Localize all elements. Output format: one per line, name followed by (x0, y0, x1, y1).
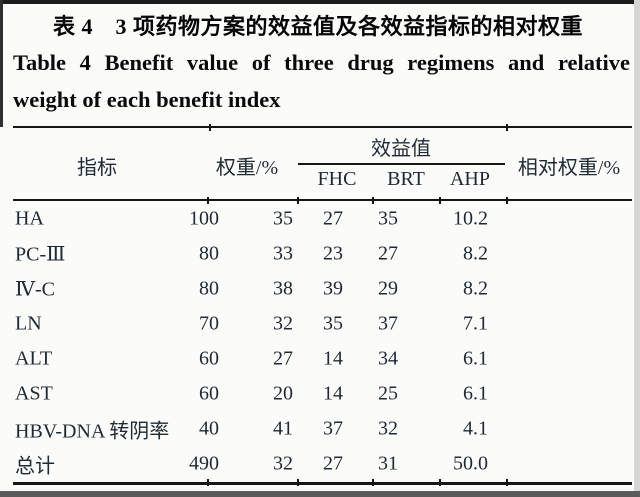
cell-weight: 60 (199, 382, 219, 405)
column-tick (207, 479, 209, 486)
header-benefit-group: 效益值 (371, 138, 431, 160)
row-label: LN (15, 312, 42, 335)
table-title-english-line2: weight of each benefit index (13, 87, 281, 112)
cell-brt: 27 (323, 207, 343, 230)
cell-ahp: 37 (378, 312, 398, 335)
cell-weight: 80 (199, 277, 219, 300)
column-tick (506, 197, 508, 204)
column-tick (506, 479, 508, 486)
table-row: HA 100 35 27 35 10.2 (0, 202, 640, 237)
table-row: PC-Ⅲ 80 33 23 27 8.2 (0, 237, 640, 272)
cell-ahp: 25 (378, 382, 398, 405)
cell-ahp: 32 (378, 417, 398, 440)
column-tick (297, 197, 299, 204)
table-bottom-rule (13, 482, 632, 485)
row-label: HA (15, 207, 44, 230)
row-label: 总计 (15, 455, 55, 478)
scan-edge-bottom (0, 491, 640, 497)
cell-rel-weight: 7.1 (463, 312, 488, 335)
cell-rel-weight: 50.0 (453, 452, 488, 475)
header-fhc: FHC (317, 168, 357, 190)
table-title-chinese: 表 4 3 项药物方案的效益值及各效益指标的相对权重 (52, 14, 583, 39)
cell-brt: 39 (323, 277, 343, 300)
header-brt: BRT (387, 168, 425, 190)
row-label: HBV-DNA 转阴率 (15, 420, 170, 443)
cell-ahp: 35 (378, 207, 398, 230)
cell-brt: 27 (323, 452, 343, 475)
cell-fhc: 33 (273, 242, 293, 265)
table-row-total: 总计 490 32 27 31 50.0 (0, 446, 640, 481)
table-title-english-line1: Table 4 Benefit value of three drug regi… (13, 50, 630, 75)
row-label: PC-Ⅲ (15, 243, 66, 266)
table-row: ALT 60 27 14 34 6.1 (0, 342, 640, 377)
cell-weight: 40 (199, 417, 219, 440)
table-row: Ⅳ-C 80 38 39 29 8.2 (0, 272, 640, 307)
cell-brt: 23 (323, 242, 343, 265)
column-tick (209, 124, 211, 131)
cell-rel-weight: 6.1 (463, 347, 488, 370)
cell-rel-weight: 8.2 (463, 242, 488, 265)
header-relative-weight: 相对权重/% (517, 157, 621, 179)
row-label: AST (15, 382, 53, 405)
cell-brt: 14 (323, 347, 343, 370)
cell-weight: 70 (199, 312, 219, 335)
cell-fhc: 41 (273, 417, 293, 440)
column-tick (372, 197, 374, 204)
cell-ahp: 29 (378, 277, 398, 300)
column-tick (439, 479, 441, 486)
cell-ahp: 31 (378, 452, 398, 475)
cell-weight: 490 (189, 452, 219, 475)
header-ahp: AHP (449, 168, 491, 190)
scan-edge-top (0, 0, 640, 4)
row-label: Ⅳ-C (15, 278, 55, 301)
table-row: HBV-DNA 转阴率 40 41 37 32 4.1 (0, 411, 640, 446)
table-body: HA 100 35 27 35 10.2 PC-Ⅲ 80 33 23 27 8.… (0, 202, 640, 481)
header-weight: 权重/% (215, 157, 279, 179)
cell-ahp: 34 (378, 347, 398, 370)
cell-ahp: 27 (378, 242, 398, 265)
row-label: ALT (15, 347, 53, 370)
table-row: LN 70 32 35 37 7.1 (0, 307, 640, 342)
cell-rel-weight: 10.2 (453, 207, 488, 230)
cell-brt: 37 (323, 417, 343, 440)
scan-edge-right (634, 0, 640, 497)
header-index: 指标 (77, 157, 117, 179)
cell-fhc: 32 (273, 452, 293, 475)
cell-weight: 80 (199, 242, 219, 265)
column-tick (297, 479, 299, 486)
benefit-group-rule (298, 163, 505, 165)
cell-fhc: 20 (273, 382, 293, 405)
table-header-rule (13, 199, 632, 201)
cell-rel-weight: 6.1 (463, 382, 488, 405)
column-tick (372, 479, 374, 486)
column-tick (207, 197, 209, 204)
cell-brt: 35 (323, 312, 343, 335)
column-tick (506, 124, 508, 131)
scan-edge-left (0, 0, 3, 127)
cell-rel-weight: 8.2 (463, 277, 488, 300)
cell-brt: 14 (323, 382, 343, 405)
table-top-rule (13, 126, 632, 128)
cell-fhc: 27 (273, 347, 293, 370)
table-row: AST 60 20 14 25 6.1 (0, 376, 640, 411)
cell-rel-weight: 4.1 (463, 417, 488, 440)
column-tick (439, 197, 441, 204)
cell-fhc: 32 (273, 312, 293, 335)
cell-weight: 60 (199, 347, 219, 370)
cell-fhc: 35 (273, 207, 293, 230)
cell-weight: 100 (189, 207, 219, 230)
cell-fhc: 38 (273, 277, 293, 300)
